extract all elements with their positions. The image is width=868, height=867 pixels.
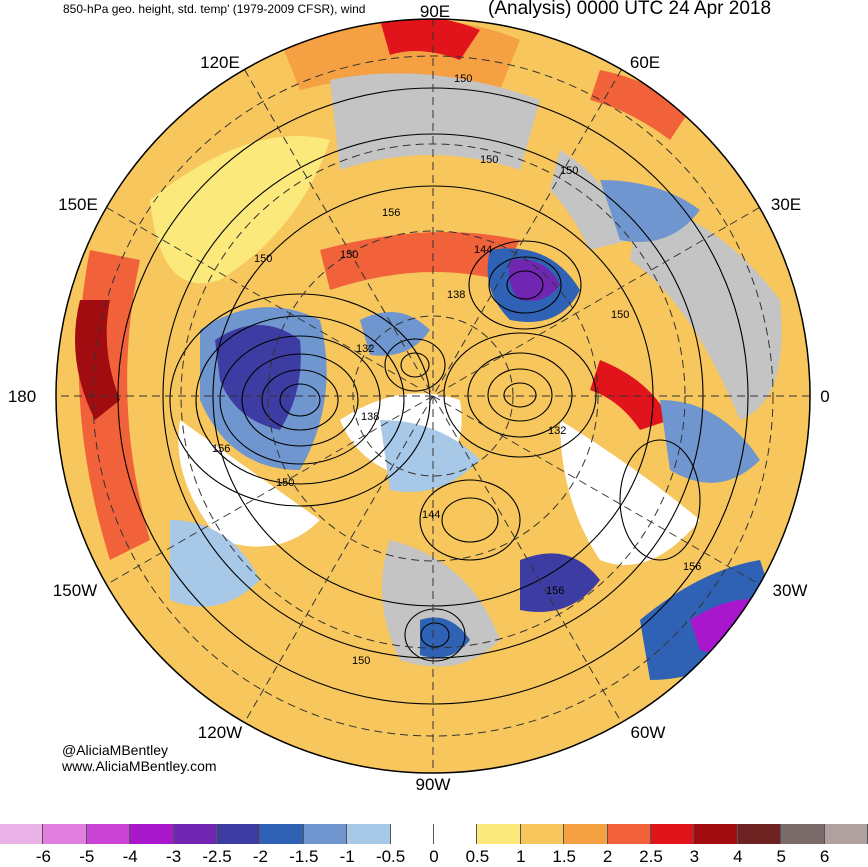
contour-label: 150 [276, 477, 294, 489]
colorbar-tick-label: 1 [516, 847, 526, 866]
lon-label-150w: 150W [53, 581, 97, 600]
lon-label-60e: 60E [630, 53, 660, 72]
contour-label: 156 [546, 585, 564, 597]
meridian-line [106, 207, 760, 585]
colorbar-cell [130, 824, 174, 844]
colorbar-tick-label: 5 [776, 847, 786, 866]
map-title: 850-hPa geo. height, std. temp' (1979-20… [63, 2, 366, 16]
colorbar-cell [694, 824, 738, 844]
colorbar-cell [303, 824, 348, 844]
contour-label: 150 [352, 655, 370, 667]
lon-label-30w: 30W [773, 581, 808, 600]
colorbar-cell [0, 824, 44, 844]
colorbar-tick-label: 1.5 [552, 847, 577, 866]
colorbar-tick-label: -3 [166, 847, 182, 866]
colorbar-tick-label: 0.5 [465, 847, 490, 866]
colorbar-tick-label: -2.5 [202, 847, 232, 866]
contour-label: 156 [212, 443, 230, 455]
colorbar-tick-label: 3 [689, 847, 700, 866]
contour-label: 132 [548, 425, 566, 437]
colorbar-cell [260, 824, 304, 844]
lon-label-180: 180 [8, 387, 36, 406]
colorbar-tick-label: -1.5 [289, 847, 319, 866]
contour-label: 144 [474, 244, 492, 256]
contour-label: 138 [447, 289, 465, 301]
map-boundary [55, 18, 811, 774]
colorbar-tick-label: 2 [602, 847, 613, 866]
colorbar-tick-label: -0.5 [375, 847, 406, 866]
colorbar-cell [607, 824, 651, 844]
lon-label-90e: 90E [420, 2, 450, 21]
contour-label: 150 [254, 253, 272, 265]
contour-label: 150 [480, 154, 498, 166]
colorbar-tick-label: -4 [122, 847, 138, 866]
contour-label: 150 [560, 165, 578, 177]
colorbar-tick-label: -5 [79, 847, 95, 866]
colorbar-tick-label: 0 [429, 847, 439, 866]
colorbar-tick-label: 6 [819, 847, 830, 866]
contour-label: 156 [683, 561, 701, 573]
contour-label: 144 [422, 509, 440, 521]
analysis-time: (Analysis) 0000 UTC 24 Apr 2018 [488, 0, 772, 19]
contour-label: 150 [611, 309, 629, 321]
contour-value-labels: 150 150 150 156 150 150 144 138 132 138 … [212, 73, 701, 667]
colorbar-tick-label: 2.5 [639, 847, 663, 866]
author-website: www.AliciaMBentley.com [62, 758, 217, 774]
colorbar-cell [737, 824, 782, 844]
meridian-lines [56, 19, 810, 773]
lon-label-120w: 120W [198, 723, 242, 742]
colorbar-tick-label: -6 [35, 847, 51, 866]
lon-label-0: 0 [820, 387, 829, 406]
polar-map: 90E 60E 30E 0 30W 60W 90W 120W 150W 180 … [8, 2, 830, 794]
colorbar-cell [43, 824, 87, 844]
lon-label-150e: 150E [58, 195, 98, 214]
colorbar-cell [390, 824, 434, 844]
lon-label-90w: 90W [416, 775, 451, 794]
colorbar-cell [86, 824, 131, 844]
lon-label-60w: 60W [631, 723, 666, 742]
contour-label: 132 [356, 343, 374, 355]
colorbar-cell [434, 824, 478, 844]
colorbar-cell [520, 824, 565, 844]
longitude-labels: 90E 60E 30E 0 30W 60W 90W 120W 150W 180 … [8, 2, 830, 794]
colorbar-cell [824, 824, 868, 844]
colorbar-cell [173, 824, 217, 844]
contour-label: 150 [340, 249, 358, 261]
author-handle: @AliciaMBentley [62, 742, 169, 758]
contour-label: 138 [361, 411, 379, 423]
colorbar-cell [477, 824, 521, 844]
colorbar-cell [781, 824, 825, 844]
colorbar-cell [347, 824, 391, 844]
lon-label-120e: 120E [200, 53, 240, 72]
colorbar-tick-label: 4 [733, 847, 743, 866]
colorbar-tick-label: -1 [339, 847, 355, 866]
colorbar-cell [564, 824, 608, 844]
contour-label: 150 [454, 73, 472, 85]
colorbar-tick-label: -2 [252, 847, 268, 866]
colorbar-cell [651, 824, 695, 844]
lon-label-30e: 30E [771, 195, 801, 214]
colorbar-cell [217, 824, 261, 844]
contour-label: 156 [382, 207, 400, 219]
